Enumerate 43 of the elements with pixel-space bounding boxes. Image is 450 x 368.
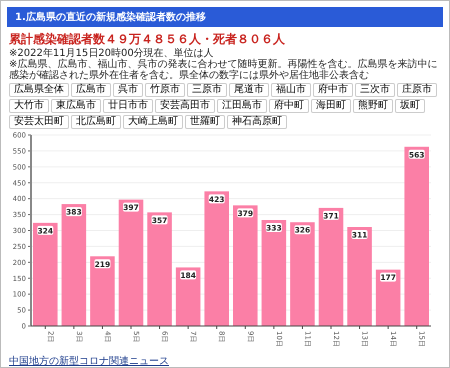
bar	[33, 222, 58, 326]
bar	[404, 146, 429, 326]
text: 三次市	[355, 83, 395, 97]
bar	[118, 200, 144, 326]
text: 世羅町	[185, 115, 225, 129]
bar	[290, 222, 315, 326]
text: 広島県全体	[9, 83, 69, 97]
text: 福山市	[271, 83, 311, 97]
text: 広島市	[71, 83, 111, 97]
bar	[176, 267, 200, 326]
bar	[233, 205, 258, 326]
text: 尾道市	[229, 83, 269, 97]
text: 竹原市	[145, 83, 185, 97]
bar	[376, 270, 400, 326]
bar	[318, 208, 344, 326]
text: 安芸高田市	[155, 99, 215, 113]
text: 坂町	[395, 99, 425, 113]
text: 大竹市	[9, 99, 49, 113]
text: 熊野町	[353, 99, 393, 113]
chart-title: 1.広島県の直近の新規感染確認者数の推移	[7, 7, 443, 27]
text: 呉市	[113, 83, 143, 97]
text: 府中町	[269, 99, 309, 113]
text: 江田島市	[217, 99, 267, 113]
text: 庄原市	[397, 83, 437, 97]
text: 海田町	[311, 99, 351, 113]
bar	[147, 212, 172, 326]
text: 大崎上島町	[123, 115, 183, 129]
text: 東広島市	[51, 99, 101, 113]
text: 廿日市市	[103, 99, 153, 113]
bar	[262, 220, 286, 326]
bar	[204, 191, 229, 326]
text: 中国地方の新型コロナ関連ニュース	[9, 354, 170, 368]
text: ※広島県、広島市、福山市、呉市の発表に合わせて随時更新。再陽性を含む。広島県を来訪中に感染が確認された県外在住者を含む。県全体の数字には県外や居住地非公表含む	[9, 59, 438, 81]
text: 北広島町	[71, 115, 121, 129]
text: 神石高原町	[227, 115, 287, 129]
bar	[347, 227, 372, 326]
text: 三原市	[187, 83, 227, 97]
bar	[90, 256, 115, 326]
text: 安芸太田町	[9, 115, 69, 129]
chart-subtitle: 累計感染確認者数４９万４８５６人・死者８０６人	[9, 31, 286, 48]
text: ※2022年11月15日20時00分現在、単位は人	[9, 48, 215, 59]
text: 府中市	[313, 83, 353, 97]
bar	[62, 204, 86, 326]
